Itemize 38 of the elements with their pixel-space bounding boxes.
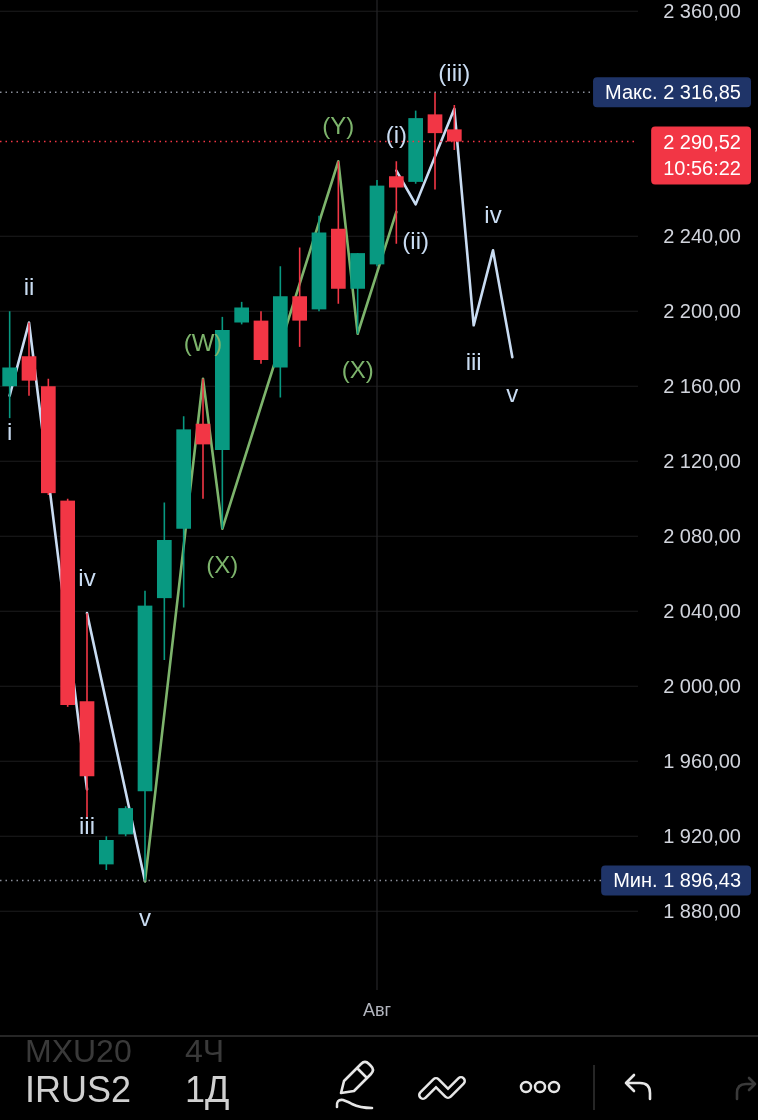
data-label: v (506, 379, 519, 407)
ref-line-label: Мин. 1 896,43 (613, 869, 741, 892)
ref-line-label: Макс. 2 316,85 (605, 81, 741, 104)
text: MXU20 (25, 1033, 132, 1069)
data-label: v (139, 903, 151, 931)
ref-line-label: 2 290,52 (663, 130, 741, 153)
text: 10:56:22 (663, 156, 741, 179)
data-label: (i) (385, 121, 407, 149)
y-tick-label: 2 040,00 (663, 600, 741, 623)
y-tick-label: 1 880,00 (663, 900, 741, 923)
data-label: iii (465, 347, 482, 375)
data-label: iii (79, 811, 95, 839)
x-tick-label: Авг (362, 1000, 392, 1021)
text: 4Ч (185, 1033, 225, 1069)
text: 1Д (185, 1069, 230, 1110)
data-label: (X) (206, 551, 239, 579)
y-tick-label: 2 160,00 (663, 375, 741, 398)
y-tick-label: 2 080,00 (663, 525, 741, 548)
data-label: iv (484, 200, 502, 228)
data-label: (X) (341, 356, 374, 384)
data-label: (ii) (402, 226, 429, 254)
data-label: (iii) (438, 59, 471, 87)
data-label: iv (78, 563, 96, 591)
data-label: i (6, 418, 13, 446)
y-tick-label: 2 000,00 (663, 675, 741, 698)
y-tick-label: 2 360,00 (663, 0, 741, 23)
data-label: ii (23, 272, 35, 300)
candlestick (195, 377, 211, 500)
y-tick-label: 1 920,00 (663, 825, 741, 848)
candlestick (2, 310, 18, 419)
y-tick-label: 2 200,00 (663, 300, 741, 323)
y-tick-label: 2 240,00 (663, 225, 741, 248)
text: IRUS2 (25, 1069, 132, 1110)
y-tick-label: 1 960,00 (663, 750, 741, 773)
candlestick (388, 160, 404, 245)
candlestick (234, 301, 250, 326)
y-tick-label: 2 120,00 (663, 450, 741, 473)
data-label: (Y) (322, 111, 355, 139)
